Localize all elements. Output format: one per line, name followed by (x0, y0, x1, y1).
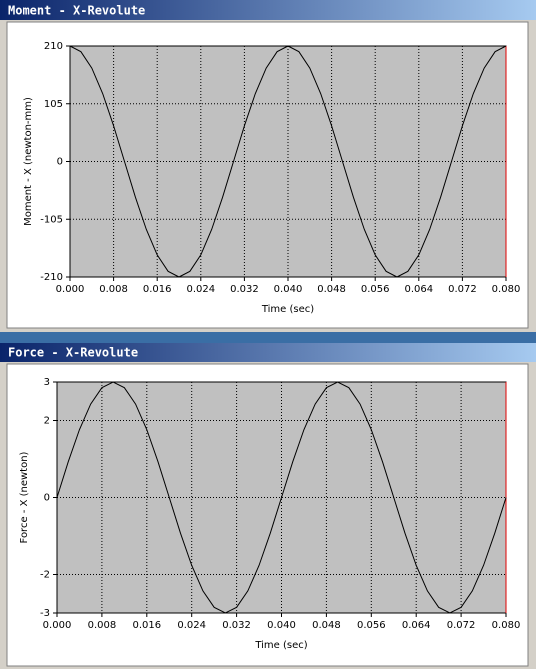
plot-area (69, 45, 507, 278)
x-tick-label: 0.016 (143, 284, 172, 295)
y-axis-label: Force - X (newton) (19, 451, 30, 543)
x-tick-label: 0.032 (222, 620, 251, 631)
x-tick-label: 0.000 (43, 620, 72, 631)
y-tick-label: 0 (44, 493, 50, 504)
x-tick-label: 0.016 (132, 620, 161, 631)
x-tick-label: 0.064 (402, 620, 431, 631)
x-tick-label: 0.040 (274, 284, 303, 295)
x-tick-label: 0.000 (56, 284, 85, 295)
y-tick-label: 3 (44, 377, 50, 388)
x-tick-label: 0.072 (447, 620, 476, 631)
x-tick-label: 0.024 (177, 620, 206, 631)
window-title: Moment - X-Revolute (8, 4, 145, 18)
y-tick-label: -2 (40, 570, 50, 581)
y-tick-label: 2 (44, 416, 50, 427)
x-tick-label: 0.080 (492, 284, 521, 295)
x-tick-label: 0.032 (230, 284, 259, 295)
x-tick-label: 0.040 (267, 620, 296, 631)
x-tick-label: 0.056 (361, 284, 390, 295)
y-tick-label: -105 (40, 214, 63, 225)
line (69, 45, 507, 278)
x-tick-label: 0.064 (404, 284, 433, 295)
line (56, 381, 507, 614)
x-axis-label: Time (sec) (261, 304, 314, 315)
x-tick-label: 0.024 (186, 284, 215, 295)
x-tick-label: 0.048 (317, 284, 346, 295)
y-tick-label: 105 (44, 99, 63, 110)
title-bar (0, 343, 536, 362)
y-axis-label: Moment - X (newton-mm) (23, 97, 34, 226)
x-tick-label: 0.072 (448, 284, 477, 295)
x-tick-label: 0.056 (357, 620, 386, 631)
x-axis-label: Time (sec) (254, 640, 307, 651)
x-tick-label: 0.008 (88, 620, 117, 631)
y-tick-label: -210 (40, 272, 63, 283)
x-tick-label: 0.008 (99, 284, 128, 295)
window-title: Force - X-Revolute (8, 346, 138, 360)
x-tick-label: 0.048 (312, 620, 341, 631)
title-bar (0, 0, 536, 20)
y-tick-label: -3 (40, 608, 50, 619)
x-tick-label: 0.080 (492, 620, 521, 631)
y-tick-label: 210 (44, 41, 63, 52)
y-tick-label: 0 (57, 157, 63, 168)
